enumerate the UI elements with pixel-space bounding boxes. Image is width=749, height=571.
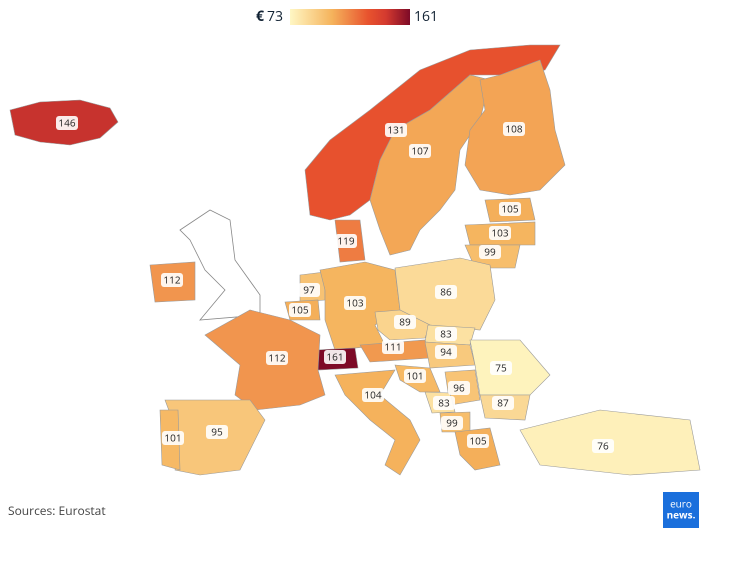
label-bg	[409, 144, 431, 158]
label-bg	[433, 396, 455, 410]
label-bg	[298, 283, 320, 297]
label-bg	[385, 123, 407, 137]
region-value: 95	[211, 425, 223, 439]
logo: euro news.	[663, 492, 699, 528]
region-value: 103	[346, 296, 363, 310]
region-value: 94	[440, 345, 452, 359]
label-bg	[324, 350, 346, 364]
region-value: 105	[469, 434, 486, 448]
label-bg	[467, 434, 489, 448]
region	[369, 74, 491, 256]
label-bg	[56, 116, 78, 130]
region-value: 103	[491, 226, 508, 240]
label-bg	[435, 327, 457, 341]
label-bg	[344, 296, 366, 310]
region-value: 112	[268, 351, 285, 365]
label-bg	[404, 369, 426, 383]
label-bg	[592, 439, 614, 453]
region-value: 89	[399, 315, 411, 329]
region-labels: 146 131 107 108 105 103 99 119 112 97 105 103 86 89 83…	[56, 116, 614, 453]
logo-line1: euro	[670, 497, 692, 511]
region-value: 83	[440, 327, 452, 341]
region-value: 119	[337, 234, 354, 248]
region-value: 146	[58, 116, 75, 130]
region-value: 96	[453, 381, 465, 395]
region-value: 99	[484, 245, 496, 259]
region-value: 131	[387, 123, 404, 137]
label-bg	[161, 273, 183, 287]
label-bg	[206, 425, 228, 439]
label-bg	[448, 381, 470, 395]
region-value: 161	[326, 350, 343, 364]
label-bg	[503, 122, 525, 136]
label-bg	[499, 202, 521, 216]
source: Sources: Eurostat	[8, 502, 106, 519]
regions	[9, 44, 701, 476]
label-bg	[479, 245, 501, 259]
label-bg	[335, 234, 357, 248]
region-value: 76	[597, 439, 609, 453]
region-value: 112	[163, 273, 180, 287]
label-bg	[435, 345, 457, 359]
logo-line2: news.	[667, 508, 696, 522]
region-value: 75	[495, 361, 507, 375]
label-bg	[382, 340, 404, 354]
region-value: 105	[501, 202, 518, 216]
label-bg	[435, 285, 457, 299]
label-bg	[266, 351, 288, 365]
label-bg	[394, 315, 416, 329]
label-bg	[289, 303, 311, 317]
region	[334, 369, 421, 476]
legend-currency: €	[256, 7, 264, 26]
legend-bar	[290, 9, 410, 25]
region-value: 101	[164, 431, 181, 445]
label-bg	[490, 361, 512, 375]
logo-box	[663, 492, 699, 528]
region-value: 101	[406, 369, 423, 383]
label-bg	[492, 396, 514, 410]
label-bg	[441, 416, 463, 430]
label-bg	[162, 431, 184, 445]
region-value: 99	[446, 416, 458, 430]
label-bg	[489, 226, 511, 240]
region-value: 97	[303, 283, 315, 297]
region-value: 108	[505, 122, 522, 136]
region-value: 104	[364, 388, 381, 402]
region-value: 107	[411, 144, 428, 158]
region-value: 105	[291, 303, 308, 317]
region-value: 83	[438, 396, 450, 410]
region	[204, 309, 326, 411]
label-bg	[362, 388, 384, 402]
region-value: 87	[497, 396, 509, 410]
region-value: 111	[384, 340, 401, 354]
legend-max: 161	[414, 7, 438, 26]
region-value: 86	[440, 285, 452, 299]
legend-min: 73	[267, 7, 283, 26]
